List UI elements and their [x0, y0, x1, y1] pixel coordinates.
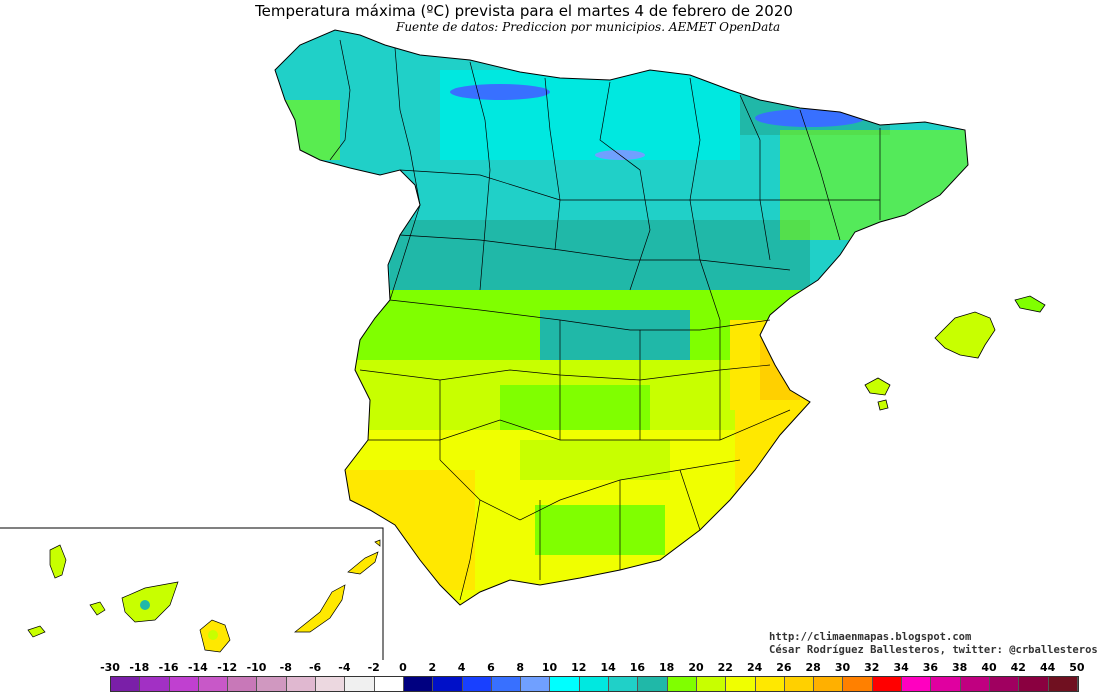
legend-tick-label: -2 [367, 661, 380, 674]
color-legend [110, 676, 1079, 692]
legend-tick-label: 36 [922, 661, 939, 674]
legend-tick-label: -12 [217, 661, 238, 674]
legend-swatch [111, 677, 141, 691]
legend-swatch [696, 677, 727, 691]
legend-swatch [140, 677, 170, 691]
legend-swatch [228, 677, 258, 691]
legend-swatch [960, 677, 990, 691]
legend-tick-label: 26 [776, 661, 792, 674]
legend-tick-label: 22 [717, 661, 733, 674]
legend-tick-label: -16 [158, 661, 179, 674]
legend-swatch [755, 677, 785, 691]
legend-swatch [989, 677, 1020, 691]
legend-tick-label: 24 [746, 661, 763, 674]
legend-swatch [579, 677, 610, 691]
legend-swatch [1019, 677, 1049, 691]
legend-swatch [784, 677, 815, 691]
legend-tick-label: 10 [541, 661, 558, 674]
legend-swatch [433, 677, 463, 691]
legend-swatch [316, 677, 346, 691]
legend-tick-label: 16 [629, 661, 646, 674]
legend-tick-label: 50 [1069, 661, 1085, 674]
legend-tick-label: -6 [308, 661, 322, 674]
legend-tick-label: 8 [516, 661, 525, 674]
legend-tick-label: 28 [805, 661, 821, 674]
legend-swatch [550, 677, 580, 691]
legend-swatch [198, 677, 229, 691]
map-title: Temperatura máxima (ºC) prevista para el… [255, 2, 793, 20]
legend-swatch [491, 677, 522, 691]
legend-labels: -30 -18 -16 -14 -12 -10 -8 -6 -4 -2 0 2 4 6 8 10 12 14 16 1… [0, 661, 1098, 675]
legend-swatch [902, 677, 932, 691]
legend-swatch [169, 677, 199, 691]
map-subtitle: Fuente de datos: Prediccion por municipi… [396, 20, 781, 34]
legend-swatch [872, 677, 903, 691]
legend-tick-label: -14 [187, 661, 208, 674]
blog-credit: http://climaenmapas.blogspot.com [769, 631, 972, 643]
legend-tick-label: -18 [129, 661, 150, 674]
legend-tick-label: 12 [571, 661, 587, 674]
legend-swatch [843, 677, 873, 691]
legend-swatch [257, 677, 287, 691]
canary-inset [0, 527, 384, 660]
legend-tick-label: -8 [279, 661, 292, 674]
legend-swatch [667, 677, 697, 691]
legend-tick-label: 6 [487, 661, 495, 674]
legend-tick-label: 40 [981, 661, 997, 674]
legend-swatch [814, 677, 844, 691]
legend-tick-label: 14 [600, 661, 616, 674]
peninsula [274, 29, 969, 606]
legend-swatch [345, 677, 375, 691]
legend-tick-label: 32 [864, 661, 880, 674]
balearic-islands [864, 295, 1046, 411]
legend-swatch [638, 677, 668, 691]
legend-swatch [374, 677, 404, 691]
legend-swatch [726, 677, 756, 691]
legend-swatch [609, 677, 639, 691]
legend-tick-label: -30 [100, 661, 120, 674]
legend-tick-label: 34 [893, 661, 909, 674]
legend-tick-label: 4 [457, 661, 466, 674]
legend-tick-label: 0 [399, 661, 407, 674]
legend-tick-label: 20 [688, 661, 704, 674]
legend-tick-label: -10 [246, 661, 267, 674]
legend-tick-label: 44 [1039, 661, 1056, 674]
legend-swatch [462, 677, 492, 691]
legend-swatch [521, 677, 551, 691]
legend-tick-label: -4 [338, 661, 351, 674]
legend-tick-label: 42 [1010, 661, 1026, 674]
legend-swatch [286, 677, 317, 691]
legend-tick-label: 2 [428, 661, 437, 674]
legend-swatch [931, 677, 961, 691]
legend-swatch [403, 677, 434, 691]
legend-tick-label: 18 [659, 661, 675, 674]
legend-tick-label: 38 [952, 661, 968, 674]
legend-tick-label: 30 [834, 661, 851, 674]
author-credit: César Rodríguez Ballesteros, twitter: @c… [769, 644, 1098, 656]
province-borders [329, 39, 881, 601]
legend-swatch [1048, 677, 1078, 691]
